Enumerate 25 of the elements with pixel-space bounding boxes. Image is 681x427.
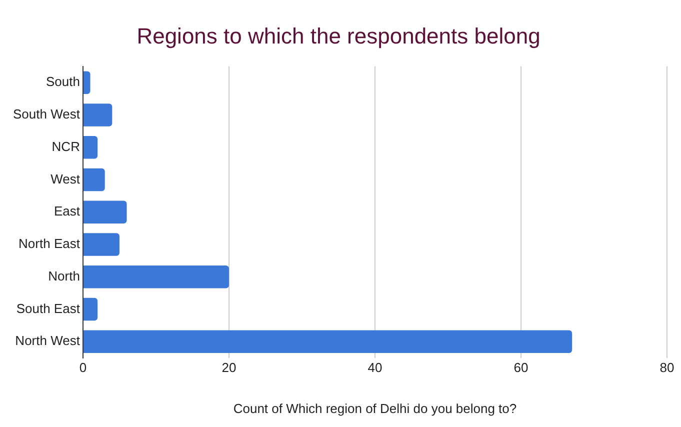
y-tick-label: West bbox=[50, 171, 80, 186]
bar bbox=[83, 298, 98, 321]
x-axis-title: Count of Which region of Delhi do you belong to? bbox=[233, 400, 517, 416]
bar bbox=[83, 136, 98, 159]
x-tick-label: 80 bbox=[660, 360, 674, 376]
bar bbox=[83, 200, 127, 224]
y-tick-label: NCR bbox=[52, 138, 80, 154]
y-tick-label: South West bbox=[12, 106, 80, 122]
x-tick-label: 60 bbox=[514, 360, 528, 376]
bar bbox=[83, 233, 120, 256]
y-tick-label: North West bbox=[15, 333, 80, 348]
chart-title: Regions to which the respondents belong bbox=[136, 23, 540, 48]
bar bbox=[83, 71, 90, 94]
bar bbox=[83, 330, 572, 354]
x-tick-label: 40 bbox=[368, 360, 382, 376]
y-tick-label: South bbox=[46, 74, 80, 90]
bar bbox=[83, 168, 105, 192]
y-tick-label: North East bbox=[18, 236, 80, 252]
y-tick-label: South East bbox=[16, 300, 80, 316]
bar bbox=[83, 265, 229, 288]
y-tick-label: East bbox=[54, 204, 80, 219]
y-tick-label: North bbox=[48, 268, 80, 284]
bar bbox=[83, 104, 112, 126]
x-tick-label: 0 bbox=[79, 360, 87, 376]
x-tick-label: 20 bbox=[222, 360, 236, 376]
